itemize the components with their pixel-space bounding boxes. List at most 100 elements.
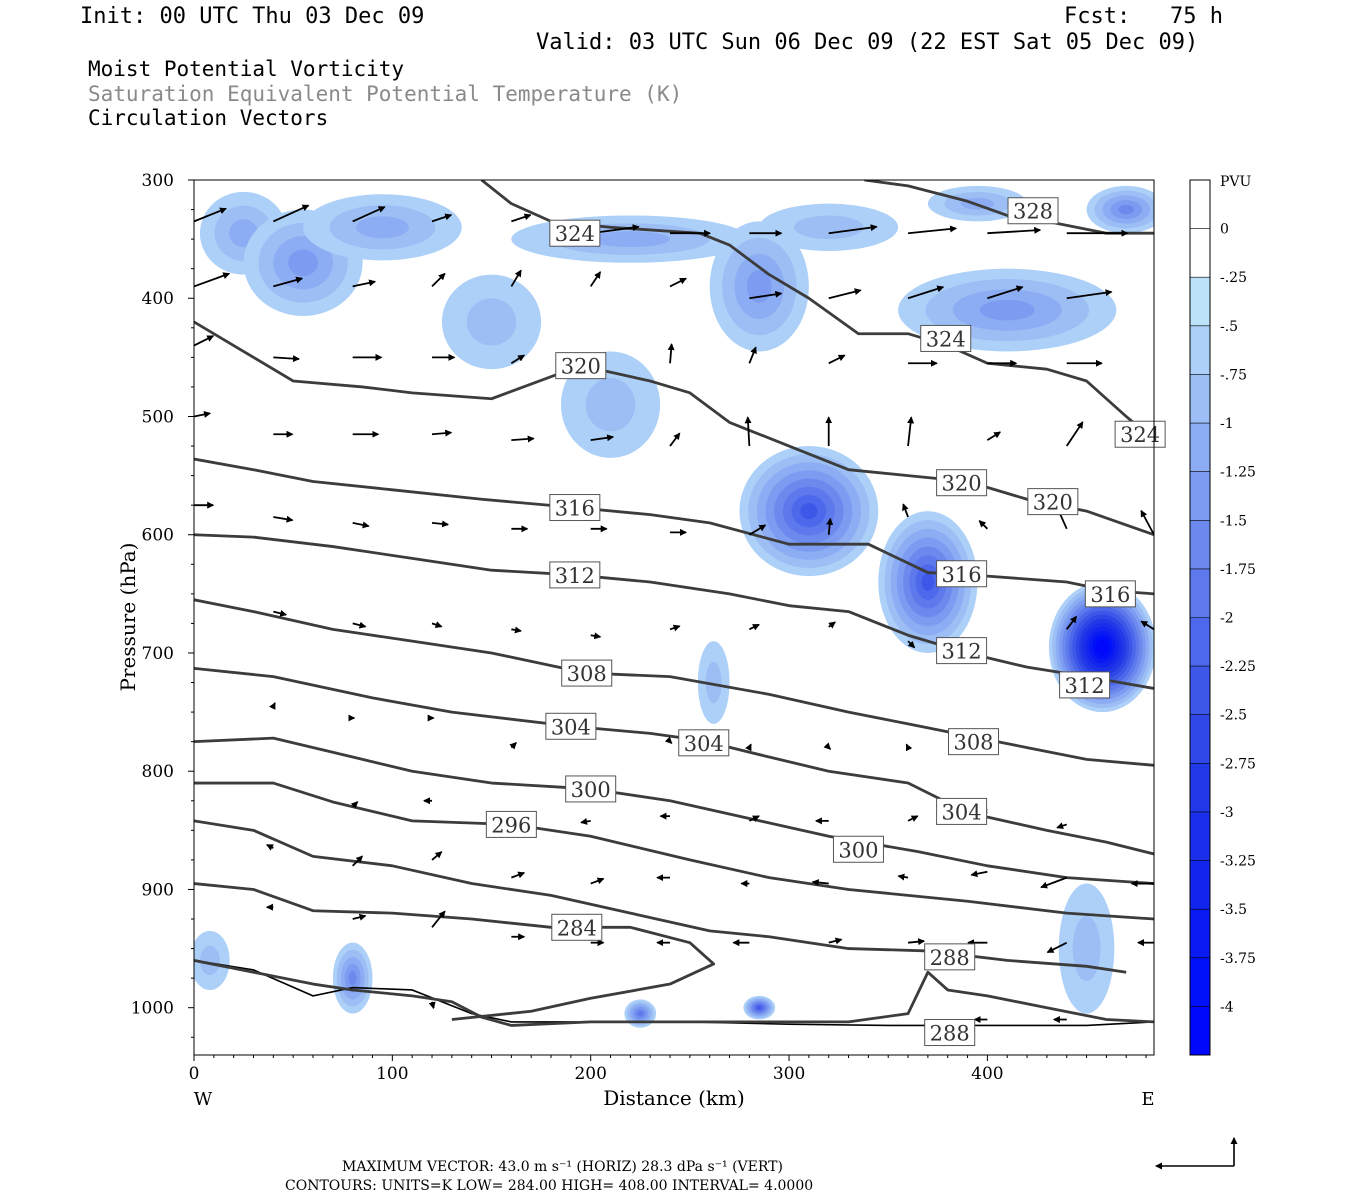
colorbar-swatch xyxy=(1190,957,1210,1007)
pv-shade-region xyxy=(288,249,318,277)
circulation-vector xyxy=(902,503,909,518)
circulation-vector xyxy=(987,285,1024,300)
forecast-hour: Fcst: 75 h xyxy=(1064,4,1223,29)
circulation-vector xyxy=(745,743,752,752)
contour-label: 316 xyxy=(555,497,595,521)
footer-max-vector: MAXIMUM VECTOR: 43.0 m s⁻¹ (HORIZ) 28.3 … xyxy=(342,1159,783,1175)
circulation-vector xyxy=(1140,509,1154,536)
theta-e-contour-296 xyxy=(194,781,1154,921)
circulation-vector xyxy=(590,877,605,885)
circulation-vector xyxy=(511,213,532,223)
circulation-vector xyxy=(669,432,681,447)
contour-label-box xyxy=(678,729,730,757)
circulation-vector xyxy=(748,524,767,536)
reference-vector-arrow xyxy=(1155,1137,1238,1170)
contour-label: 320 xyxy=(561,355,601,379)
circulation-vector xyxy=(511,871,526,879)
colorbar-swatch xyxy=(1190,860,1210,910)
y-tick-label: 500 xyxy=(142,407,174,427)
circulation-vector xyxy=(1040,876,1068,889)
contour-label-box xyxy=(555,352,607,380)
contour-label: 308 xyxy=(953,731,993,755)
colorbar-swatch xyxy=(1190,763,1210,813)
x-end-label-east: E xyxy=(1141,1089,1154,1110)
y-tick-label: 700 xyxy=(142,644,174,664)
circulation-vector xyxy=(194,411,211,418)
circulation-vector xyxy=(748,346,757,364)
circulation-vector xyxy=(667,343,675,364)
circulation-vector xyxy=(748,815,760,822)
circulation-vector xyxy=(509,742,517,750)
contour-label-box xyxy=(924,943,976,971)
contour-label-box xyxy=(936,797,988,825)
contour-label-box xyxy=(549,494,601,522)
plot-frame xyxy=(193,179,1155,1056)
field-title-vectors: Circulation Vectors xyxy=(88,106,329,130)
circulation-vector xyxy=(350,801,359,809)
x-tick-label: 100 xyxy=(376,1064,408,1084)
x-tick-label: 200 xyxy=(574,1064,606,1084)
pv-shade-region xyxy=(355,216,409,239)
circulation-vector xyxy=(273,355,300,363)
circulation-vector xyxy=(828,288,862,300)
colorbar-label: -1.75 xyxy=(1220,562,1256,578)
contour-label: 316 xyxy=(1090,583,1130,607)
circulation-vector xyxy=(897,873,909,881)
y-tick-label: 900 xyxy=(142,880,174,900)
colorbar-swatch xyxy=(1190,423,1210,473)
pv-shading xyxy=(194,185,1154,1028)
colorbar-label: -1 xyxy=(1220,416,1234,432)
pv-shade-region xyxy=(1072,916,1101,982)
contour-label: 312 xyxy=(942,640,982,664)
contour-label: 308 xyxy=(567,662,607,686)
x-axis-label: Distance (km) xyxy=(603,1086,745,1110)
circulation-vector xyxy=(266,844,274,851)
contour-label-box xyxy=(920,324,972,352)
y-tick-label: 800 xyxy=(142,762,174,782)
axes: 300 400 500 600 700 800 900 1000 0 100 200 300 400 Di… xyxy=(116,171,1155,1110)
contour-label-box xyxy=(948,728,1000,756)
contour-label-box xyxy=(1027,488,1079,516)
circulation-vector xyxy=(272,204,310,223)
circulation-vector xyxy=(431,272,446,288)
colorbar-swatch xyxy=(1190,471,1210,521)
contour-label: 304 xyxy=(942,800,982,824)
colorbar-swatch xyxy=(1190,1006,1210,1056)
circulation-vector xyxy=(431,429,453,437)
circulation-vector xyxy=(828,937,843,945)
colorbar-swatch xyxy=(1190,909,1210,959)
contour-label: 296 xyxy=(491,813,531,837)
contour-label: 300 xyxy=(571,778,611,802)
circulation-vector xyxy=(907,416,915,447)
circulation-vector xyxy=(907,938,926,946)
contour-labels: 328 324 324 324 320 320 320 316 316 316 312 312 312 3… xyxy=(485,197,1166,1047)
circulation-vector xyxy=(273,276,304,288)
circulation-vector xyxy=(907,815,919,822)
pv-shade-region xyxy=(466,298,517,346)
pv-shade-region xyxy=(921,573,935,591)
colorbar-swatch xyxy=(1190,617,1210,667)
circulation-vector xyxy=(1140,620,1154,631)
y-tick-label: 400 xyxy=(142,289,174,309)
pv-shade-region xyxy=(1118,204,1135,215)
contour-label-box xyxy=(1059,671,1111,699)
pv-shade-region xyxy=(590,231,671,248)
contour-label: 288 xyxy=(930,1022,970,1046)
colorbar-swatch xyxy=(1190,811,1210,862)
contour-label: 320 xyxy=(942,472,982,496)
circulation-vector xyxy=(580,818,591,825)
contour-label: 284 xyxy=(557,916,597,940)
circulation-vector xyxy=(811,879,829,887)
circulation-vector xyxy=(907,640,916,649)
colorbar-label: -2.25 xyxy=(1220,659,1256,675)
circulation-vector xyxy=(1046,941,1068,954)
contour-label: 304 xyxy=(684,732,724,756)
contour-label-box xyxy=(485,810,537,838)
colorbar-label: -3.25 xyxy=(1220,854,1256,870)
circulation-vector xyxy=(590,632,602,640)
circulation-vector xyxy=(970,870,988,878)
colorbar-label: -3.75 xyxy=(1220,951,1256,967)
contour-label-box xyxy=(936,637,988,665)
colorbar-label: -.75 xyxy=(1220,367,1247,383)
